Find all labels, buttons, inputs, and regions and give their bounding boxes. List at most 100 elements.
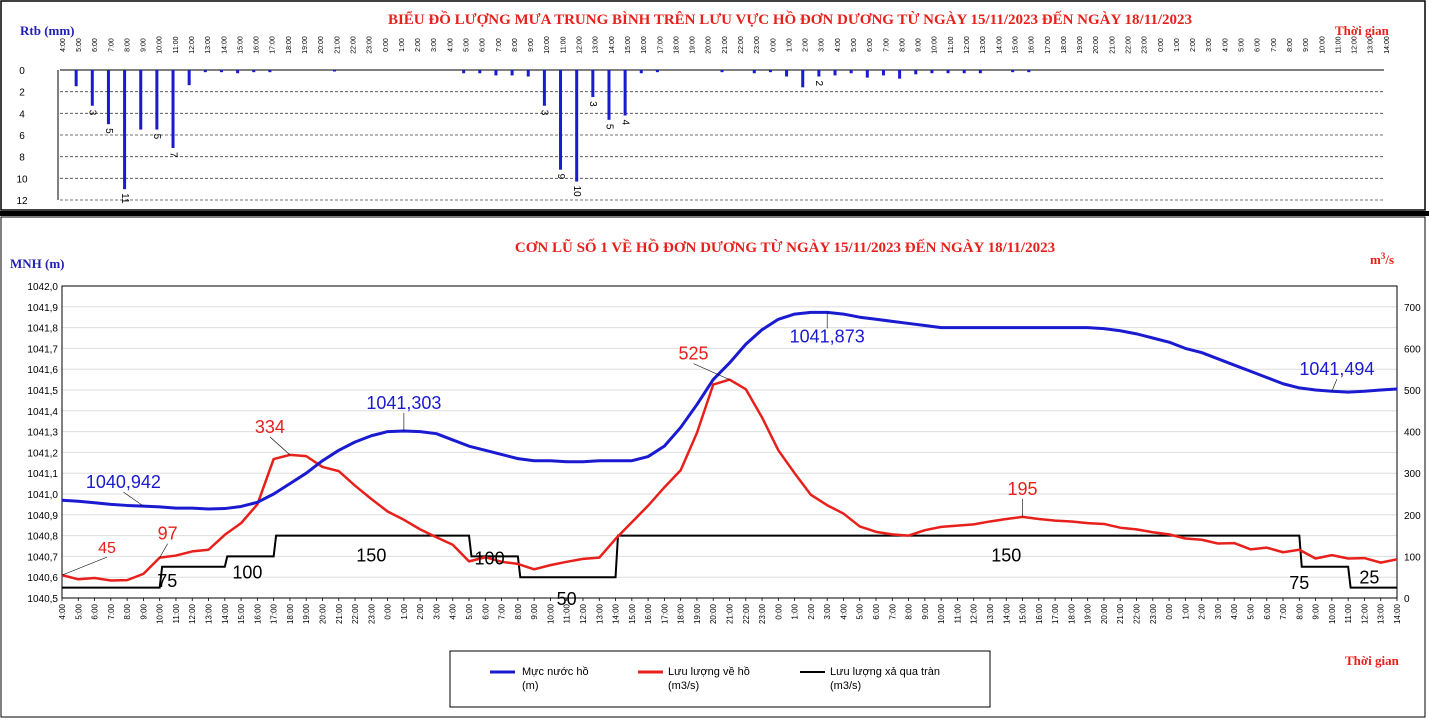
flood-right-tick-label: 200 <box>1404 511 1421 522</box>
rain-x-tick-label: 22:00 <box>350 36 357 54</box>
rain-x-tick-label: 14:00 <box>996 36 1003 54</box>
flood-x-tick-label: 2:00 <box>807 603 816 619</box>
rain-bar-label: 3 <box>539 110 550 116</box>
flood-x-tick-label: 20:00 <box>709 603 718 624</box>
rain-x-tick-label: 22:00 <box>738 36 745 54</box>
rain-x-tick-label: 9:00 <box>141 38 148 52</box>
rain-x-tick-label: 10:00 <box>1319 36 1326 54</box>
rain-x-tick-label: 11:00 <box>948 36 955 53</box>
rain-x-tick-label: 9:00 <box>916 38 923 52</box>
rain-x-tick-label: 18:00 <box>286 36 293 54</box>
rain-bar <box>187 70 191 86</box>
rain-x-tick-label: 12:00 <box>189 36 196 54</box>
flood-x-tick-label: 6:00 <box>872 603 881 619</box>
flood-x-tick-label: 23:00 <box>1149 603 1158 624</box>
flood-left-tick-label: 1042,0 <box>27 282 58 293</box>
rain-bar <box>962 70 966 74</box>
rain-bar <box>155 70 159 130</box>
flood-left-axis-label: MNH (m) <box>10 256 65 271</box>
rain-x-tick-label: 15:00 <box>625 36 632 54</box>
flood-x-tick-label: 4:00 <box>1230 603 1239 619</box>
rain-x-tick-label: 5:00 <box>464 38 471 52</box>
rain-x-tick-label: 0:00 <box>770 38 777 52</box>
legend-water-level-label: Mực nước hồ <box>522 666 589 678</box>
rain-bar <box>752 70 756 74</box>
flood-x-tick-label: 8:00 <box>905 603 914 619</box>
rain-x-tick-label: 1:00 <box>399 38 406 52</box>
rain-x-tick-label: 18:00 <box>1061 36 1068 54</box>
rain-x-tick-label: 5:00 <box>76 38 83 52</box>
flood-x-axis-label: Thời gian <box>1345 653 1400 668</box>
flood-x-tick-label: 15:00 <box>237 603 246 624</box>
rain-y-tick-label: 2 <box>19 88 25 99</box>
flood-x-tick-label: 5:00 <box>1246 603 1255 619</box>
flood-x-tick-label: 18:00 <box>286 603 295 624</box>
flood-x-tick-label: 13:00 <box>595 603 604 624</box>
annotation-leader <box>159 543 168 558</box>
rain-x-ticks: 4:00 5:00 6:00 7:00 8:00 9:00 10:00 11:00 12:00 1… <box>60 36 1391 54</box>
flood-left-tick-label: 1040,5 <box>27 594 58 605</box>
flood-x-tick-label: 22:00 <box>742 603 751 624</box>
annotation-inflow-label: 334 <box>255 417 285 437</box>
rain-x-tick-label: 8:00 <box>1287 38 1294 52</box>
annotation-spill-label: 150 <box>356 546 386 566</box>
rain-bar-label: 3 <box>587 101 598 107</box>
flood-x-tick-label: 15:00 <box>628 603 637 624</box>
rain-bar <box>978 70 982 74</box>
annotation-water_level-label: 1041,873 <box>790 326 865 346</box>
rain-x-tick-label: 3:00 <box>431 38 438 52</box>
flood-left-tick-label: 1041,6 <box>27 365 58 376</box>
flood-x-tick-label: 5:00 <box>74 603 83 619</box>
flood-chart-title: CƠN LŨ SỐ 1 VỀ HỒ ĐƠN DƯƠNG TỪ NGÀY 15/1… <box>515 238 1055 256</box>
rain-x-tick-label: 7:00 <box>496 38 503 52</box>
flood-x-tick-label: 5:00 <box>465 603 474 619</box>
rain-bar <box>575 70 579 182</box>
flood-left-tick-label: 1041,0 <box>27 490 58 501</box>
flood-x-tick-label: 12:00 <box>579 603 588 624</box>
annotation-water_level-label: 1041,494 <box>1299 359 1374 379</box>
legend: Mực nước hồ (m) Lưu lượng về hồ (m3/s) L… <box>449 650 991 708</box>
flood-left-tick-label: 1041,7 <box>27 344 58 355</box>
rain-x-tick-label: 23:00 <box>1142 36 1149 54</box>
rain-bar <box>106 70 110 125</box>
flood-x-tick-label: 11:00 <box>1344 603 1353 623</box>
rain-bar-label: 9 <box>555 174 566 180</box>
flood-right-tick-label: 300 <box>1404 469 1421 480</box>
flood-left-tick-label: 1041,2 <box>27 448 58 459</box>
flood-x-tick-label: 10:00 <box>546 603 555 624</box>
rain-x-tick-label: 14:00 <box>1384 36 1391 54</box>
rain-x-tick-label: 21:00 <box>334 36 341 54</box>
flood-left-tick-label: 1041,4 <box>27 407 58 418</box>
flood-x-tick-label: 9:00 <box>921 603 930 619</box>
rain-bar <box>591 70 595 98</box>
flood-x-tick-label: 23:00 <box>758 603 767 624</box>
rain-bar <box>139 70 143 130</box>
annotation-spill-label: 75 <box>1289 573 1309 593</box>
rain-bar-label: 11 <box>119 193 130 204</box>
flood-x-tick-label: 19:00 <box>1084 603 1093 624</box>
rain-x-tick-label: 17:00 <box>1045 36 1052 54</box>
rain-x-tick-label: 7:00 <box>883 38 890 52</box>
flood-x-tick-label: 9:00 <box>139 603 148 619</box>
rain-x-tick-label: 22:00 <box>1126 36 1133 54</box>
rain-x-tick-label: 21:00 <box>722 36 729 54</box>
rain-bar <box>720 70 724 73</box>
rain-x-tick-label: 12:00 <box>577 36 584 54</box>
flood-x-tick-label: 22:00 <box>1133 603 1142 624</box>
rain-x-tick-label: 16:00 <box>641 36 648 54</box>
annotation-leader <box>269 436 291 456</box>
rain-bar <box>171 70 175 148</box>
flood-right-axis-label: m3/s <box>1370 251 1394 267</box>
flood-x-tick-label: 23:00 <box>367 603 376 624</box>
rain-x-tick-label: 20:00 <box>1093 36 1100 54</box>
rain-x-tick-label: 6:00 <box>480 38 487 52</box>
flood-panel-frame <box>0 216 1426 718</box>
rain-bar <box>898 70 902 79</box>
rain-y-axis-label: Rtb (mm) <box>20 23 75 38</box>
flood-x-tick-label: 13:00 <box>986 603 995 624</box>
rain-bar <box>833 70 837 76</box>
annotation-leader <box>693 363 730 380</box>
flood-left-tick-label: 1041,9 <box>27 303 58 314</box>
flood-x-tick-label: 8:00 <box>123 603 132 619</box>
rain-bar <box>526 70 530 77</box>
